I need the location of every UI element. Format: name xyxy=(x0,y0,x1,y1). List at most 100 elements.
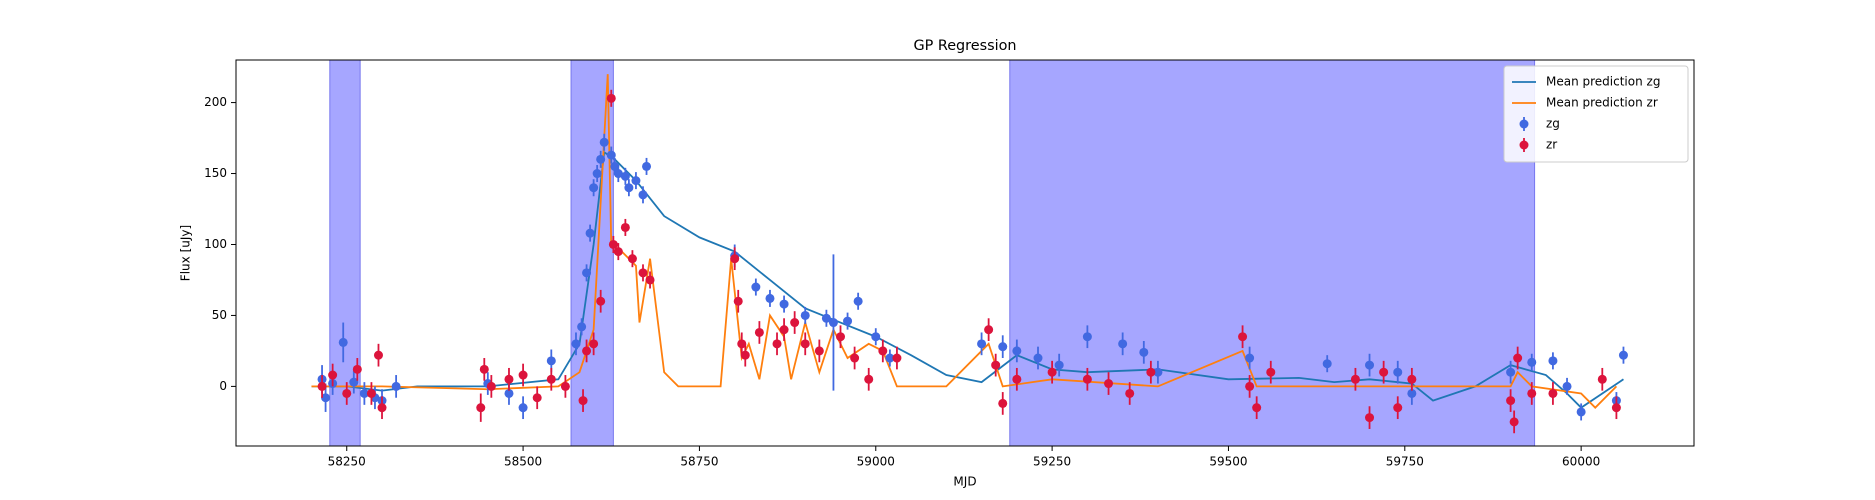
data-point xyxy=(1153,367,1163,377)
data-point xyxy=(1407,388,1417,398)
data-point xyxy=(850,353,860,363)
legend-label: Mean prediction zr xyxy=(1546,96,1658,110)
data-point xyxy=(1506,396,1516,406)
data-point xyxy=(878,346,888,356)
data-point xyxy=(814,346,824,356)
legend-label: zg xyxy=(1546,117,1560,131)
data-point xyxy=(631,176,641,186)
data-point xyxy=(765,293,775,303)
x-tick-label: 58250 xyxy=(328,455,366,469)
data-point xyxy=(627,254,637,264)
data-point xyxy=(853,296,863,306)
data-point xyxy=(606,150,616,160)
data-point xyxy=(476,403,486,413)
data-point xyxy=(754,327,764,337)
data-point xyxy=(885,353,895,363)
data-point xyxy=(321,393,331,403)
x-tick-label: 58500 xyxy=(504,455,542,469)
data-point xyxy=(730,254,740,264)
data-point xyxy=(737,339,747,349)
data-point xyxy=(1365,360,1375,370)
data-point xyxy=(486,381,496,391)
shaded-span xyxy=(1009,60,1536,446)
x-tick-label: 59750 xyxy=(1386,455,1424,469)
data-point xyxy=(377,403,387,413)
data-point xyxy=(610,161,620,171)
data-point xyxy=(1252,403,1262,413)
data-point xyxy=(546,374,556,384)
axes-frame xyxy=(235,59,1695,447)
x-tick-label: 59500 xyxy=(1209,455,1247,469)
data-point xyxy=(1379,367,1389,377)
data-point xyxy=(589,339,599,349)
data-point xyxy=(998,398,1008,408)
data-point xyxy=(836,332,846,342)
data-point xyxy=(645,275,655,285)
data-point xyxy=(1104,379,1114,389)
data-point xyxy=(1611,403,1621,413)
data-point xyxy=(1047,367,1057,377)
data-point xyxy=(620,222,630,232)
y-tick-label: 0 xyxy=(219,379,227,393)
data-point xyxy=(582,268,592,278)
data-point xyxy=(373,350,383,360)
data-point xyxy=(1562,381,1572,391)
data-point xyxy=(800,310,810,320)
data-point xyxy=(606,93,616,103)
data-point xyxy=(1407,374,1417,384)
data-point xyxy=(352,364,362,374)
data-point xyxy=(596,296,606,306)
data-point xyxy=(518,370,528,380)
data-point xyxy=(998,342,1008,352)
legend-label: zr xyxy=(1546,138,1557,152)
data-point xyxy=(779,325,789,335)
y-tick-label: 50 xyxy=(212,308,227,322)
data-point xyxy=(871,332,881,342)
data-point xyxy=(578,396,588,406)
data-point xyxy=(391,381,401,391)
data-point xyxy=(638,268,648,278)
data-point xyxy=(1548,388,1558,398)
y-tick-label: 150 xyxy=(204,166,227,180)
data-point xyxy=(1509,417,1519,427)
legend-marker xyxy=(1519,140,1529,150)
data-point xyxy=(504,374,514,384)
data-point xyxy=(1576,407,1586,417)
data-point xyxy=(349,377,359,387)
data-point xyxy=(577,322,587,332)
data-point xyxy=(1266,367,1276,377)
legend-box xyxy=(1503,65,1689,163)
x-tick-label: 59000 xyxy=(857,455,895,469)
data-point xyxy=(1393,403,1403,413)
data-point xyxy=(613,169,623,179)
data-point xyxy=(991,360,1001,370)
data-point xyxy=(864,374,874,384)
data-point xyxy=(1012,346,1022,356)
data-point xyxy=(599,137,609,147)
data-point xyxy=(359,388,369,398)
data-point xyxy=(779,299,789,309)
data-point xyxy=(560,381,570,391)
plot-area xyxy=(311,60,1628,446)
data-point xyxy=(608,239,618,249)
data-point xyxy=(1082,374,1092,384)
data-point xyxy=(790,318,800,328)
data-point xyxy=(589,183,599,193)
data-point xyxy=(1527,357,1537,367)
data-point xyxy=(1393,367,1403,377)
data-point xyxy=(1118,339,1128,349)
data-point xyxy=(624,183,634,193)
data-point xyxy=(1245,381,1255,391)
data-point xyxy=(1082,332,1092,342)
data-point xyxy=(1125,388,1135,398)
data-point xyxy=(504,388,514,398)
data-point xyxy=(571,339,581,349)
data-point xyxy=(1618,350,1628,360)
data-point xyxy=(1054,360,1064,370)
legend-label: Mean prediction zg xyxy=(1546,75,1660,89)
data-point xyxy=(1012,374,1022,384)
data-point xyxy=(479,364,489,374)
data-point xyxy=(620,171,630,181)
data-point xyxy=(1506,367,1516,377)
data-point xyxy=(582,346,592,356)
